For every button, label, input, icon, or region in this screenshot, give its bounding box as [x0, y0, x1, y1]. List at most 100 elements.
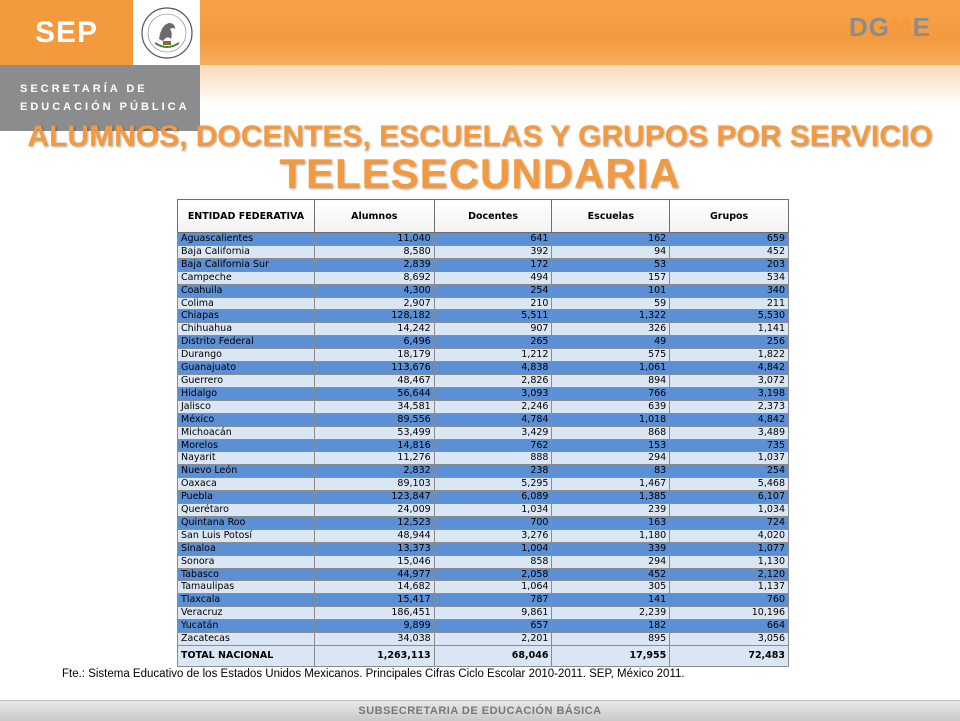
cell-alumnos: 89,103: [313, 477, 435, 492]
cell-entidad: Querétaro: [177, 503, 315, 517]
total-docentes: 68,046: [433, 645, 553, 667]
cell-alumnos: 2,907: [313, 296, 435, 311]
cell-entidad: Coahuila: [177, 283, 315, 298]
total-label: TOTAL NACIONAL: [177, 645, 315, 667]
table-row: Puebla 123,847 6,089 1,385 6,107: [177, 490, 789, 505]
cell-docentes: 4,784: [433, 412, 553, 427]
cell-alumnos: 2,832: [313, 464, 435, 479]
cell-entidad: Nuevo León: [177, 464, 315, 479]
cell-escuelas: 153: [551, 438, 671, 453]
table-row: Durango 18,179 1,212 575 1,822: [177, 348, 789, 363]
cell-docentes: 2,058: [433, 567, 553, 582]
cell-docentes: 1,004: [433, 541, 553, 556]
cell-escuelas: 239: [551, 503, 671, 517]
cell-alumnos: 15,046: [313, 554, 435, 569]
header-grupos: Grupos: [669, 199, 789, 233]
cell-docentes: 657: [433, 619, 553, 634]
cell-entidad: Puebla: [177, 490, 315, 505]
cell-docentes: 5,295: [433, 477, 553, 492]
table-row: Zacatecas 34,038 2,201 895 3,056: [177, 632, 789, 646]
table-row: Guanajuato 113,676 4,838 1,061 4,842: [177, 361, 789, 375]
cell-entidad: Guerrero: [177, 373, 315, 388]
cell-grupos: 3,198: [669, 386, 789, 401]
total-alumnos: 1,263,113: [313, 645, 435, 667]
table-row: Tabasco 44,977 2,058 452 2,120: [177, 567, 789, 582]
cell-docentes: 172: [433, 257, 553, 272]
table-row: Nayarit 11,276 888 294 1,037: [177, 451, 789, 466]
table-header-row: ENTIDAD FEDERATIVA Alumnos Docentes Escu…: [177, 199, 789, 233]
cell-alumnos: 12,523: [313, 515, 435, 530]
page-subtitle: TELESECUNDARIA: [279, 150, 681, 197]
header-entidad: ENTIDAD FEDERATIVA: [177, 199, 315, 233]
table-row: Colima 2,907 210 59 211: [177, 296, 789, 311]
cell-alumnos: 4,300: [313, 283, 435, 298]
table-row: Hidalgo 56,644 3,093 766 3,198: [177, 386, 789, 401]
cell-alumnos: 56,644: [313, 386, 435, 401]
table-row: Quintana Roo 12,523 700 163 724: [177, 515, 789, 530]
table-row: Tlaxcala 15,417 787 141 760: [177, 593, 789, 608]
cell-entidad: Yucatán: [177, 619, 315, 634]
cell-escuelas: 305: [551, 580, 671, 595]
cell-escuelas: 83: [551, 464, 671, 479]
page-title: ALUMNOS, DOCENTES, ESCUELAS Y GRUPOS POR…: [27, 120, 933, 153]
cell-escuelas: 182: [551, 619, 671, 634]
national-seal: [133, 0, 200, 65]
cell-grupos: 4,842: [669, 361, 789, 375]
cell-grupos: 211: [669, 296, 789, 311]
cell-grupos: 3,072: [669, 373, 789, 388]
cell-grupos: 4,842: [669, 412, 789, 427]
cell-alumnos: 14,242: [313, 322, 435, 337]
table-row: Campeche 8,692 494 157 534: [177, 270, 789, 285]
cell-docentes: 888: [433, 451, 553, 466]
table-row: Nuevo León 2,832 238 83 254: [177, 464, 789, 479]
cell-entidad: Tabasco: [177, 567, 315, 582]
cell-escuelas: 339: [551, 541, 671, 556]
cell-entidad: Tamaulipas: [177, 580, 315, 595]
source-footnote: Fte.: Sistema Educativo de los Estados U…: [62, 668, 685, 680]
cell-grupos: 2,373: [669, 399, 789, 414]
footer-bar: SUBSECRETARIA DE EDUCACIÓN BÁSICA: [0, 700, 960, 721]
cell-entidad: Chiapas: [177, 309, 315, 324]
cell-entidad: Hidalgo: [177, 386, 315, 401]
cell-escuelas: 157: [551, 270, 671, 285]
cell-escuelas: 141: [551, 593, 671, 608]
cell-grupos: 1,034: [669, 503, 789, 517]
cell-grupos: 4,020: [669, 528, 789, 543]
cell-escuelas: 326: [551, 322, 671, 337]
cell-alumnos: 128,182: [313, 309, 435, 324]
cell-escuelas: 1,180: [551, 528, 671, 543]
cell-alumnos: 6,496: [313, 335, 435, 350]
table-row: Oaxaca 89,103 5,295 1,467 5,468: [177, 477, 789, 492]
cell-alumnos: 113,676: [313, 361, 435, 375]
table-row: Veracruz 186,451 9,861 2,239 10,196: [177, 606, 789, 621]
table-row: Tamaulipas 14,682 1,064 305 1,137: [177, 580, 789, 595]
cell-docentes: 6,089: [433, 490, 553, 505]
sep-logo-text: SEP: [34, 15, 99, 49]
cell-alumnos: 48,944: [313, 528, 435, 543]
cell-alumnos: 8,580: [313, 244, 435, 259]
cell-grupos: 1,037: [669, 451, 789, 466]
cell-grupos: 1,137: [669, 580, 789, 595]
cell-docentes: 762: [433, 438, 553, 453]
cell-alumnos: 34,581: [313, 399, 435, 414]
cell-docentes: 858: [433, 554, 553, 569]
cell-docentes: 4,838: [433, 361, 553, 375]
cell-entidad: Tlaxcala: [177, 593, 315, 608]
cell-entidad: Zacatecas: [177, 632, 315, 646]
cell-entidad: Aguascalientes: [177, 232, 315, 246]
cell-escuelas: 294: [551, 451, 671, 466]
cell-docentes: 2,246: [433, 399, 553, 414]
cell-grupos: 724: [669, 515, 789, 530]
cell-escuelas: 49: [551, 335, 671, 350]
table-row: San Luis Potosí 48,944 3,276 1,180 4,020: [177, 528, 789, 543]
cell-alumnos: 18,179: [313, 348, 435, 363]
cell-entidad: Michoacán: [177, 425, 315, 440]
cell-docentes: 3,276: [433, 528, 553, 543]
table-row: Baja California Sur 2,839 172 53 203: [177, 257, 789, 272]
table-row: Chiapas 128,182 5,511 1,322 5,530: [177, 309, 789, 324]
cell-grupos: 452: [669, 244, 789, 259]
cell-escuelas: 162: [551, 232, 671, 246]
cell-alumnos: 15,417: [313, 593, 435, 608]
cell-escuelas: 1,467: [551, 477, 671, 492]
ministry-line-1: SECRETARÍA DE: [20, 83, 148, 95]
